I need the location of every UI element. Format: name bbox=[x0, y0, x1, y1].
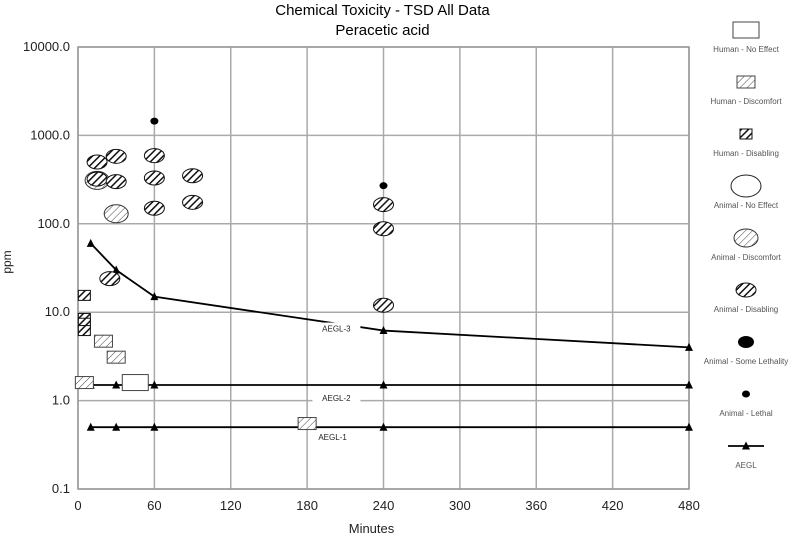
data-point-animal-disabling bbox=[143, 170, 165, 186]
aegl-point bbox=[112, 380, 121, 389]
data-point-animal-disabling bbox=[373, 221, 394, 237]
data-point-animal-disabling bbox=[182, 168, 204, 184]
aegl-line bbox=[90, 242, 690, 349]
legend-swatch-animal-some-lethality bbox=[738, 336, 754, 348]
y-axis-label: ppm bbox=[0, 250, 14, 273]
legend-label: Animal - Disabling bbox=[714, 305, 778, 314]
x-axis-label: Minutes bbox=[349, 521, 395, 536]
aegl-point bbox=[379, 326, 388, 335]
data-point-human-disabling bbox=[77, 289, 91, 301]
legend-swatch-human-no-effect bbox=[732, 21, 760, 39]
aegl-label: AEGL-2 bbox=[322, 394, 351, 403]
legend-swatch-animal-lethal bbox=[742, 390, 750, 398]
y-tick-label: 100.0 bbox=[37, 216, 70, 231]
y-tick-label: 0.1 bbox=[52, 481, 70, 496]
x-tick-label: 180 bbox=[296, 498, 318, 513]
x-tick-label: 120 bbox=[220, 498, 242, 513]
aegl-label-bg bbox=[308, 430, 357, 442]
y-tick-label: 1.0 bbox=[52, 393, 70, 408]
aegl-point bbox=[685, 380, 693, 389]
data-point-animal-disabling bbox=[373, 197, 394, 213]
x-tick-label: 60 bbox=[147, 498, 161, 513]
legend-label: Human - Disabling bbox=[713, 149, 779, 158]
data-point-human-discomfort bbox=[297, 417, 317, 431]
legend-label: AEGL bbox=[735, 461, 757, 470]
legend-swatch-human-discomfort bbox=[736, 75, 756, 89]
data-point-animal-lethal bbox=[150, 117, 159, 125]
data-point-animal-lethal bbox=[379, 182, 388, 190]
legend-label: Animal - Some Lethality bbox=[704, 357, 788, 366]
aegl-point bbox=[150, 380, 159, 389]
x-tick-label: 300 bbox=[449, 498, 471, 513]
aegl-label: AEGL-1 bbox=[318, 433, 347, 442]
aegl-label: AEGL-3 bbox=[322, 325, 351, 334]
data-point-human-disabling bbox=[77, 325, 91, 337]
x-tick-label: 420 bbox=[602, 498, 624, 513]
legend-swatch-aegl bbox=[742, 441, 750, 450]
aegl-point bbox=[150, 292, 159, 301]
y-tick-label: 10000.0 bbox=[23, 39, 70, 54]
data-point-animal-disabling bbox=[105, 174, 127, 190]
data-point-animal-disabling bbox=[143, 200, 165, 216]
plot-border bbox=[77, 46, 690, 490]
legend-label: Animal - Discomfort bbox=[711, 253, 782, 262]
aegl-point bbox=[150, 422, 159, 431]
y-tick-label: 10.0 bbox=[45, 304, 70, 319]
legend-swatch-animal-no-effect bbox=[730, 174, 762, 198]
aegl-point bbox=[379, 422, 388, 431]
aegl-label-bg bbox=[312, 322, 361, 334]
data-point-animal-disabling bbox=[373, 297, 394, 313]
aegl-point bbox=[86, 238, 95, 247]
legend-swatch-human-disabling bbox=[739, 128, 753, 140]
data-point-human-discomfort bbox=[93, 334, 113, 348]
data-point-animal-disabling bbox=[182, 194, 204, 210]
aegl-label-bg bbox=[312, 391, 361, 403]
data-point-human-no-effect bbox=[121, 374, 149, 392]
data-point-animal-discomfort bbox=[103, 204, 129, 224]
data-point-animal-disabling bbox=[143, 148, 165, 164]
x-tick-label: 0 bbox=[74, 498, 81, 513]
data-point-animal-disabling bbox=[99, 271, 121, 287]
data-point-animal-disabling bbox=[86, 171, 108, 187]
data-point-animal-disabling bbox=[105, 148, 127, 164]
aegl-point bbox=[685, 422, 693, 431]
legend-swatch-animal-discomfort bbox=[733, 228, 759, 248]
chart-title: Chemical Toxicity - TSD All Data bbox=[275, 2, 490, 19]
data-point-animal-disabling bbox=[86, 154, 108, 170]
legend-label: Animal - Lethal bbox=[719, 409, 773, 418]
x-tick-label: 240 bbox=[373, 498, 395, 513]
aegl-point bbox=[379, 380, 388, 389]
data-point-human-discomfort bbox=[74, 376, 94, 390]
legend-label: Animal - No Effect bbox=[714, 201, 779, 210]
x-tick-label: 480 bbox=[678, 498, 700, 513]
data-point-human-discomfort bbox=[106, 350, 126, 364]
legend-label: Human - Discomfort bbox=[710, 97, 782, 106]
y-tick-label: 1000.0 bbox=[30, 127, 70, 142]
legend-swatch-animal-disabling bbox=[735, 282, 757, 298]
aegl-point bbox=[86, 422, 95, 431]
chart-subtitle: Peracetic acid bbox=[335, 22, 430, 39]
x-tick-label: 360 bbox=[525, 498, 547, 513]
aegl-point bbox=[685, 342, 693, 351]
aegl-point bbox=[112, 422, 121, 431]
aegl-point bbox=[112, 265, 121, 274]
legend-label: Human - No Effect bbox=[713, 45, 779, 54]
